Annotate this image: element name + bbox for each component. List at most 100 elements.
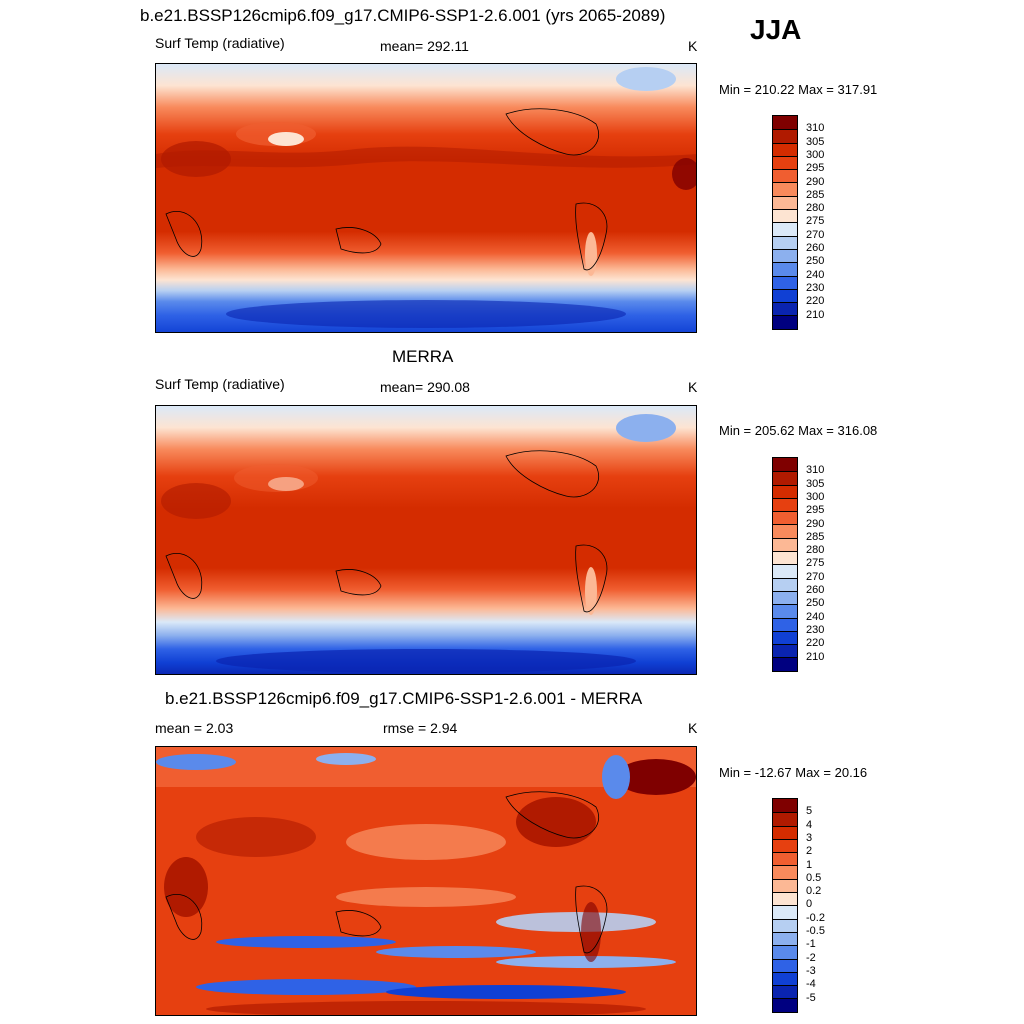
panel2-units-label: K	[688, 379, 698, 395]
colorbar-tick-label: 0.2	[806, 885, 822, 898]
colorbar-tick-label: -1	[806, 938, 816, 951]
panel1-mean-label: mean= 292.11	[380, 38, 469, 54]
colorbar-box	[773, 852, 797, 866]
colorbar-box	[773, 985, 797, 999]
colorbar-tick-label: 210	[806, 308, 825, 321]
colorbar-box	[773, 169, 797, 183]
colorbar-tick-label: 260	[806, 242, 825, 254]
colorbar-box	[773, 537, 797, 552]
colorbar-box	[773, 905, 797, 919]
colorbar-tick-label: 250	[806, 597, 825, 610]
colorbar-box	[773, 799, 797, 813]
colorbar-box	[773, 524, 797, 538]
colorbar-tick-label: 220	[806, 637, 825, 650]
colorbar-tick-label: 260	[806, 584, 825, 596]
colorbar-box	[773, 892, 797, 906]
colorbar-tick-label: 275	[806, 557, 825, 570]
colorbar-box	[773, 564, 797, 578]
colorbar-tick-label: 2	[806, 845, 813, 858]
colorbar-box	[773, 958, 797, 972]
colorbar-tick-label: -0.5	[806, 925, 825, 937]
colorbar-box	[773, 812, 797, 826]
colorbar-box	[773, 116, 797, 130]
colorbar-tick-label: 1	[806, 858, 813, 871]
colorbar-tick-label: 240	[806, 610, 825, 623]
panel2-map	[155, 405, 697, 675]
panel2-variable-label: Surf Temp (radiative)	[155, 376, 285, 392]
colorbar-tick-label: 270	[806, 228, 825, 241]
panel3-colorbar	[772, 798, 798, 1013]
colorbar-tick-label: 240	[806, 268, 825, 281]
season-label: JJA	[750, 14, 802, 45]
colorbar-tick-label: 280	[806, 202, 825, 215]
panel1-units-label: K	[688, 38, 698, 54]
panel2-title: MERRA	[392, 347, 454, 366]
colorbar-tick-label: 230	[806, 623, 825, 636]
panel1-map-field	[156, 64, 696, 332]
colorbar-box	[773, 865, 797, 879]
panel2-map-field	[156, 406, 696, 674]
panel3-map	[155, 746, 697, 1016]
panel1-variable-label: Surf Temp (radiative)	[155, 35, 285, 51]
colorbar-box	[773, 825, 797, 839]
colorbar-box	[773, 222, 797, 236]
colorbar-tick-label: -2	[806, 951, 816, 964]
panel3-map-field	[156, 747, 696, 1015]
colorbar-box	[773, 617, 797, 631]
colorbar-box	[773, 129, 797, 143]
colorbar-box	[773, 235, 797, 249]
colorbar-tick-label: 295	[806, 162, 825, 175]
colorbar-box	[773, 918, 797, 932]
colorbar-box	[773, 288, 797, 303]
colorbar-tick-label: 5	[806, 805, 813, 818]
colorbar-tick-label: 295	[806, 504, 825, 517]
panel3-minmax-label: Min = -12.67 Max = 20.16	[719, 765, 868, 780]
colorbar-box	[773, 878, 797, 893]
colorbar-box	[773, 195, 797, 210]
panel3-mean-label: mean = 2.03	[155, 720, 234, 736]
panel1-map	[155, 63, 697, 333]
colorbar-box	[773, 209, 797, 223]
colorbar-box	[773, 511, 797, 525]
colorbar-box	[773, 458, 797, 472]
colorbar-box	[773, 262, 797, 276]
colorbar-tick-label: 305	[806, 477, 825, 490]
colorbar-box	[773, 838, 797, 853]
colorbar-tick-label: 300	[806, 490, 825, 503]
colorbar-box	[773, 471, 797, 485]
colorbar-tick-label: 230	[806, 281, 825, 294]
colorbar-tick-label: 285	[806, 188, 825, 201]
panel3-units-label: K	[688, 720, 698, 736]
colorbar-box	[773, 182, 797, 196]
colorbar-box	[773, 484, 797, 498]
colorbar-box	[773, 142, 797, 156]
panel1-title: b.e21.BSSP126cmip6.f09_g17.CMIP6-SSP1-2.…	[140, 6, 666, 25]
colorbar-box	[773, 971, 797, 986]
colorbar-tick-label: -3	[806, 964, 816, 977]
colorbar-box	[773, 604, 797, 618]
colorbar-tick-label: 285	[806, 530, 825, 543]
colorbar-tick-label: 305	[806, 135, 825, 148]
colorbar-tick-label: 3	[806, 831, 813, 844]
colorbar-box	[773, 630, 797, 645]
colorbar-tick-label: 270	[806, 570, 825, 583]
colorbar-box	[773, 945, 797, 959]
colorbar-box	[773, 551, 797, 565]
colorbar-box	[773, 644, 797, 658]
colorbar-tick-label: 300	[806, 148, 825, 161]
colorbar-tick-label: -4	[806, 978, 816, 991]
colorbar-tick-label: 4	[806, 818, 813, 831]
colorbar-tick-label: 210	[806, 650, 825, 663]
colorbar-box	[773, 657, 797, 671]
colorbar-tick-label: 310	[806, 122, 825, 135]
colorbar-box	[773, 998, 797, 1012]
colorbar-box	[773, 577, 797, 591]
panel3-title: b.e21.BSSP126cmip6.f09_g17.CMIP6-SSP1-2.…	[165, 689, 643, 708]
colorbar-tick-label: 275	[806, 215, 825, 228]
panel1-colorbar	[772, 115, 798, 330]
panel1-minmax-label: Min = 210.22 Max = 317.91	[719, 82, 878, 97]
colorbar-tick-label: 290	[806, 175, 825, 188]
colorbar-box	[773, 497, 797, 512]
panel2-mean-label: mean= 290.08	[380, 379, 470, 395]
colorbar-tick-label: 310	[806, 464, 825, 477]
